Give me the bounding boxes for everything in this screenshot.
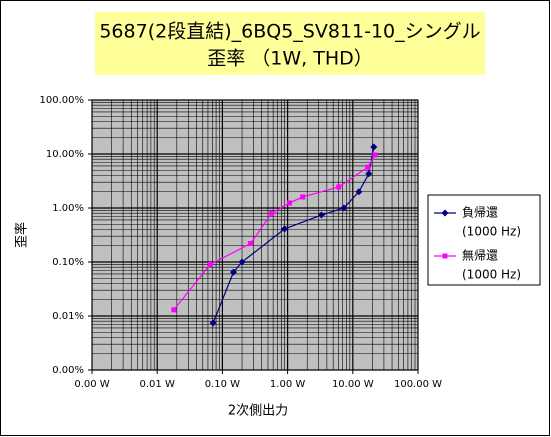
chart-subtitle: 歪率 （1W, THD） (207, 48, 373, 70)
x-tick-label: 0.10 W (205, 379, 240, 390)
data-point (207, 261, 213, 267)
data-point (230, 268, 238, 276)
x-axis-label: 2次側出力 (228, 403, 288, 419)
legend-marker (441, 209, 449, 217)
chart-title: 5687(2段直結)_6BQ5_SV811-10_シングル (99, 21, 480, 43)
data-point (372, 152, 378, 158)
legend-label: 無帰還 (462, 248, 498, 263)
legend-label: 負帰還 (462, 206, 498, 220)
data-point (365, 170, 373, 178)
x-tick-label: 100.00 W (394, 379, 442, 390)
data-point (317, 211, 325, 219)
data-point (336, 184, 342, 190)
data-point (355, 188, 363, 196)
x-tick-label: 0.00 W (74, 379, 109, 390)
y-tick-label: 10.00% (46, 149, 84, 160)
data-point (300, 194, 306, 200)
data-point (238, 258, 246, 266)
data-point (340, 204, 348, 212)
legend-marker (442, 253, 448, 259)
y-tick-label: 1.00% (52, 203, 84, 214)
x-tick-label: 1.00 W (270, 379, 305, 390)
data-point (287, 200, 293, 206)
plot-border (91, 99, 419, 371)
legend-note: (1000 Hz) (462, 225, 521, 239)
y-tick-label: 0.00% (52, 365, 84, 376)
data-point (365, 164, 371, 170)
title-box (95, 12, 485, 75)
data-point (281, 225, 289, 233)
data-point (269, 210, 275, 216)
data-point (171, 307, 177, 313)
plot-area (92, 100, 418, 370)
data-point (248, 241, 254, 247)
y-tick-label: 0.10% (52, 257, 84, 268)
data-point (209, 319, 217, 327)
x-tick-label: 0.01 W (140, 379, 175, 390)
legend-note: (1000 Hz) (462, 268, 521, 282)
y-axis-label: 歪率 (14, 222, 30, 248)
x-tick-label: 10.00 W (332, 379, 374, 390)
y-tick-label: 0.01% (52, 311, 84, 322)
data-point (370, 143, 378, 151)
y-tick-label: 100.00% (40, 95, 85, 106)
legend-box (427, 194, 541, 286)
